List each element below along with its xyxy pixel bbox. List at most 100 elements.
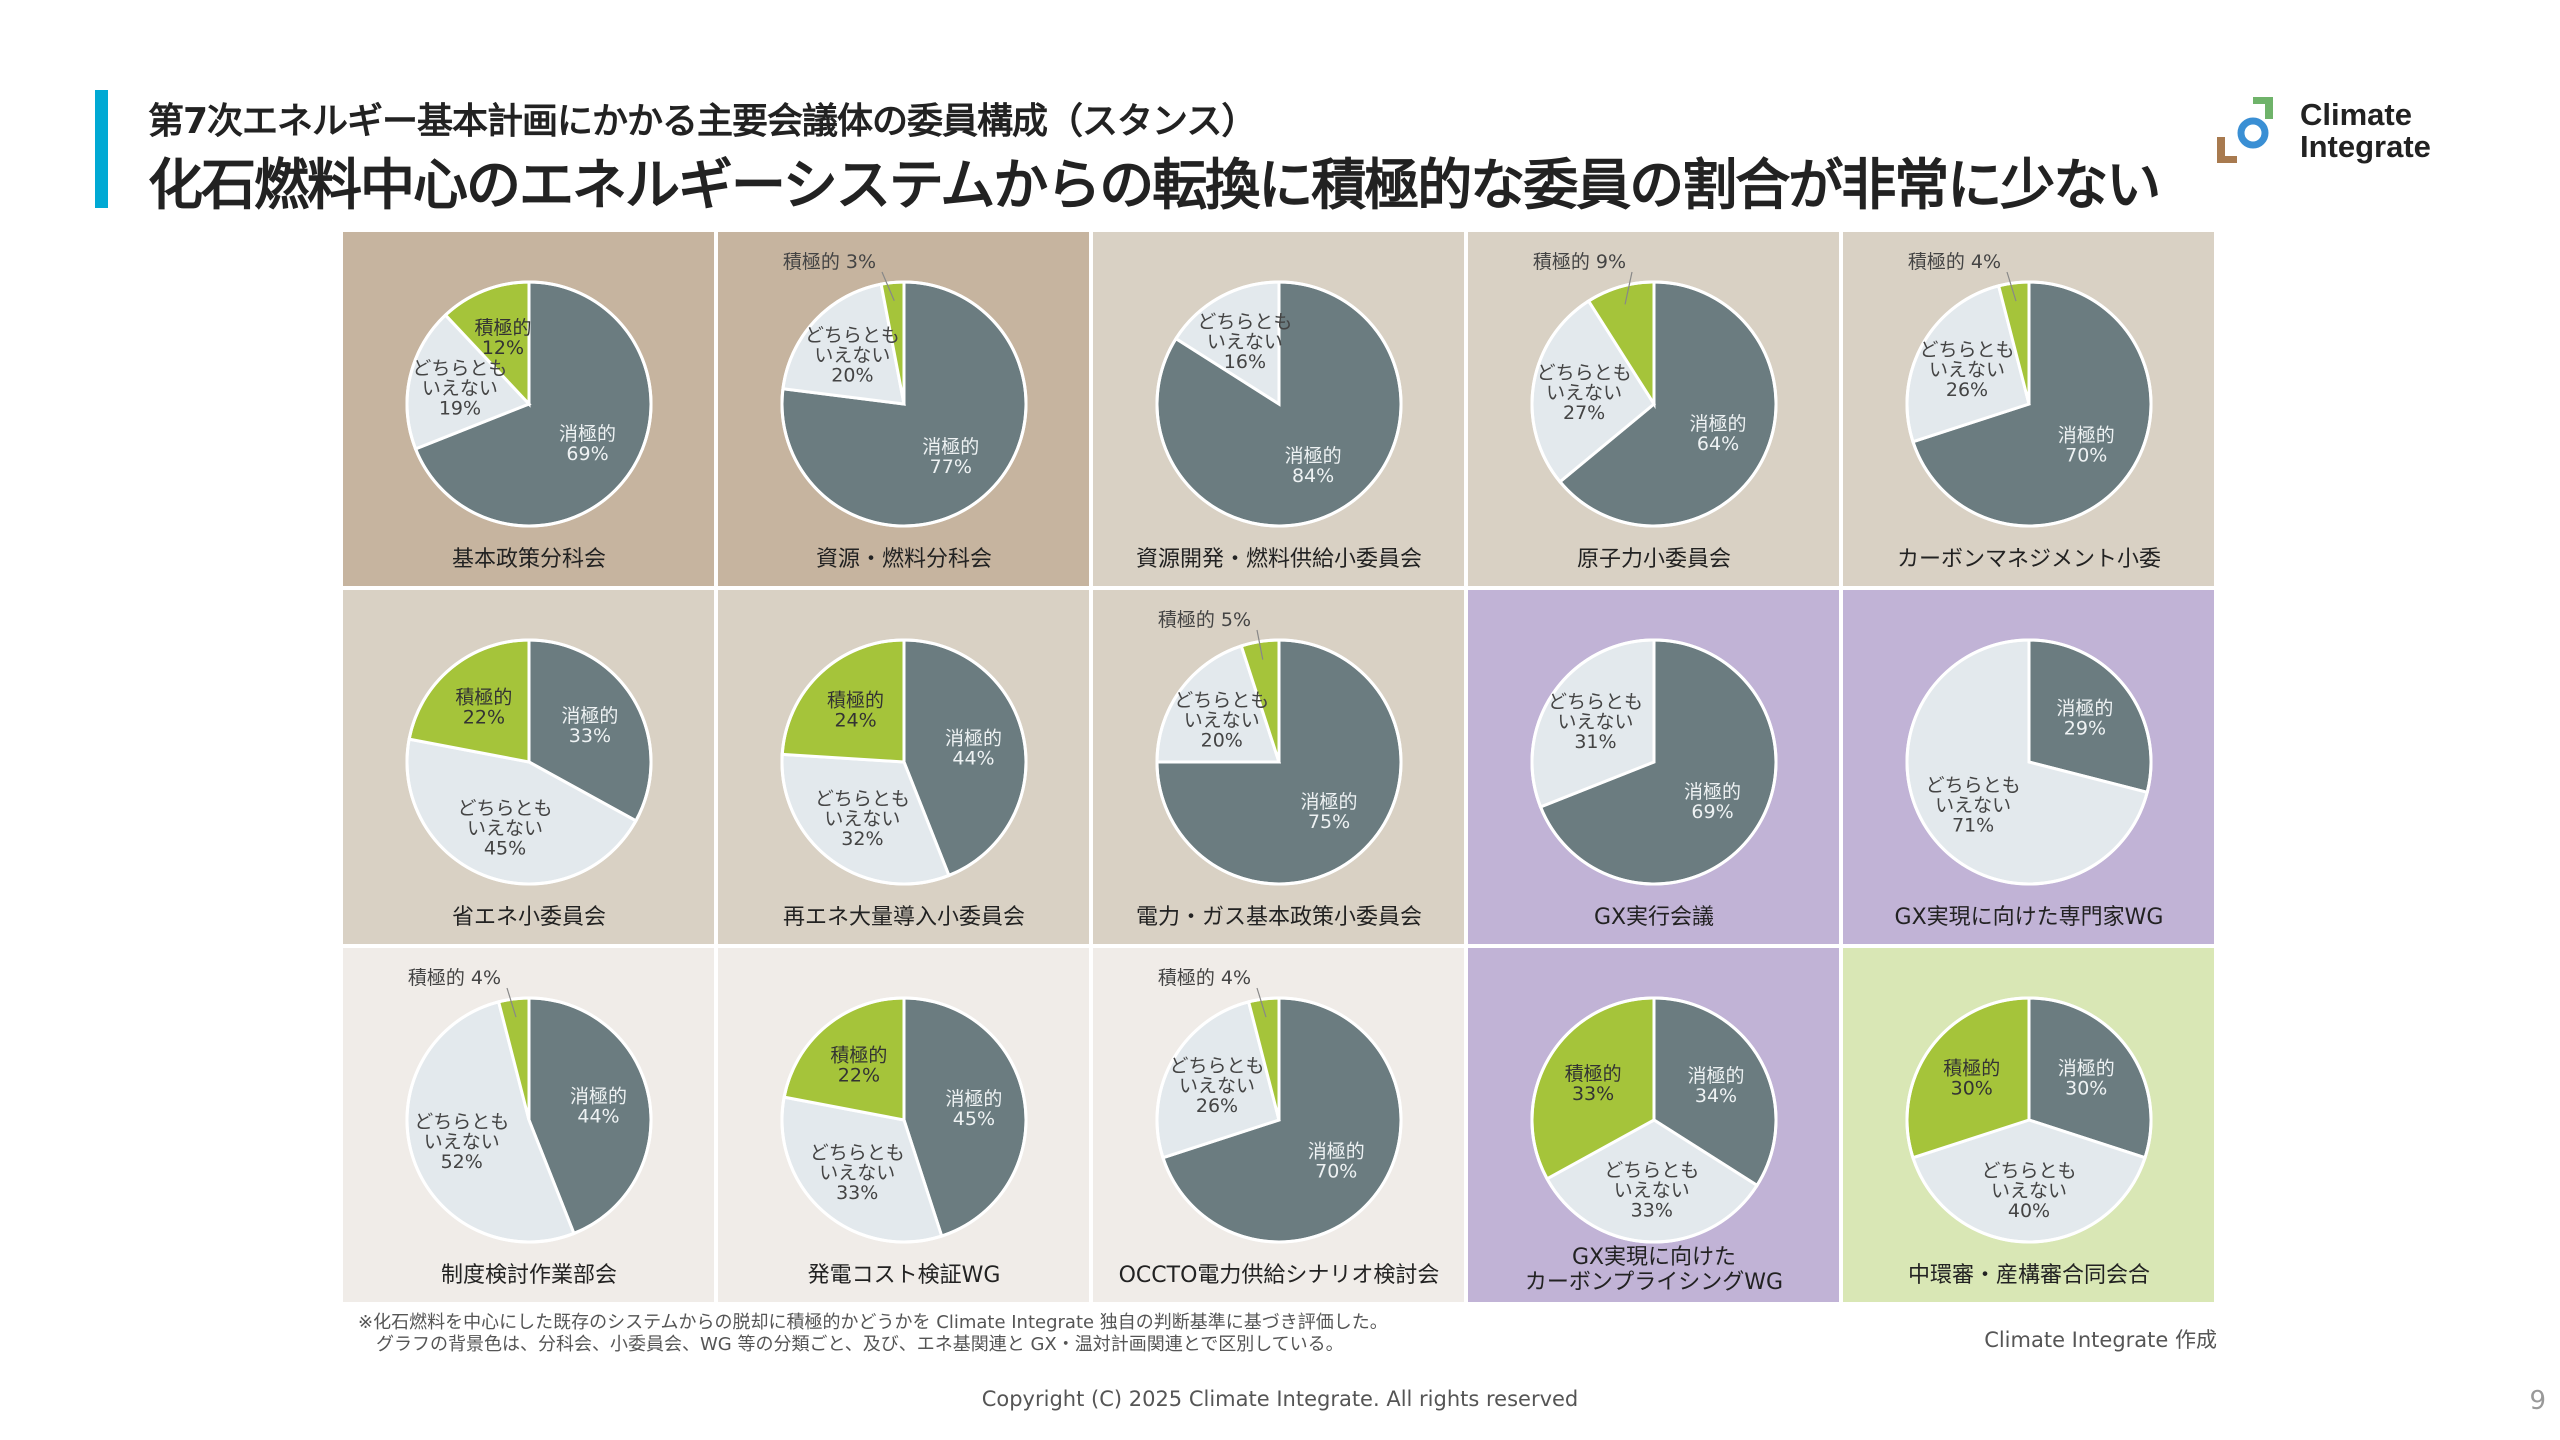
pie-chart: 消極的 33% どちらともいえない 45% 積極的 22% 省エネ小委員会: [405, 638, 653, 930]
slice-label-positive: 積極的 33%: [1565, 1063, 1622, 1105]
slice-label-negative: 消極的 44%: [570, 1086, 627, 1128]
chart-title: 資源開発・燃料供給小委員会: [1136, 547, 1422, 572]
pie-outline: [1530, 996, 1778, 1244]
slice-label-neutral: どちらともいえない 20%: [1174, 689, 1269, 751]
slice-label-neutral: どちらともいえない 26%: [1919, 339, 2014, 401]
slice-label-negative: 消極的 70%: [1308, 1141, 1365, 1183]
chart-panel: 消極的 70% どちらともいえない 26% 積極的 4% OCCTO電力供給シナリオ検討会: [1093, 948, 1464, 1302]
chart-panel: 消極的 44% どちらともいえない 52% 積極的 4% 制度検討作業部会: [343, 948, 714, 1302]
slice-label-neutral: どちらともいえない 33%: [1604, 1160, 1699, 1222]
page-subtitle: 第7次エネルギー基本計画にかかる主要会議体の委員構成（スタンス）: [148, 101, 1257, 142]
chart-title: 資源・燃料分科会: [816, 547, 992, 572]
pie-outline: [1155, 280, 1403, 528]
pie-outline: [780, 638, 1028, 886]
pie-chart: 消極的 64% どちらともいえない 27% 積極的 9% 原子力小委員会: [1530, 251, 1778, 572]
pie-chart: 消極的 69% どちらともいえない 31% GX実行会議: [1530, 638, 1778, 930]
chart-title: 制度検討作業部会: [441, 1263, 617, 1288]
leader-line: [881, 271, 895, 301]
slice-label-neutral: どちらともいえない 33%: [810, 1142, 905, 1204]
chart-title: 省エネ小委員会: [452, 905, 606, 930]
slice-label-neutral: どちらともいえない 40%: [1981, 1160, 2076, 1222]
chart-panel: 消極的 75% どちらともいえない 20% 積極的 5% 電力・ガス基本政策小委員会: [1093, 590, 1464, 944]
slice-label-positive: 積極的 22%: [455, 686, 512, 728]
pie-outline: [780, 280, 1028, 528]
chart-title: GX実行会議: [1594, 905, 1714, 930]
slice-label-negative: 消極的 30%: [2058, 1057, 2115, 1099]
slice-label-neutral: どちらともいえない 27%: [1537, 362, 1632, 424]
leader-line: [1256, 987, 1267, 1018]
slice-label-positive: 積極的 4%: [1158, 967, 1251, 989]
page-title: 化石燃料中心のエネルギーシステムからの転換に積極的な委員の割合が非常に少ない: [148, 153, 2161, 217]
title-accent-bar: [95, 90, 108, 208]
credit: Climate Integrate 作成: [1984, 1328, 2217, 1352]
slice-label-neutral: どちらともいえない 71%: [1926, 774, 2021, 836]
pie-chart-grid: 消極的 69% どちらともいえない 19% 積極的 12% 基本政策分科会 消極的 77% どちら…: [343, 232, 2218, 1306]
leader-line: [1624, 271, 1633, 305]
copyright: Copyright (C) 2025 Climate Integrate. Al…: [981, 1387, 1579, 1411]
pie-outline: [405, 280, 653, 528]
pie-outline: [1530, 280, 1778, 528]
pie-outline: [1530, 638, 1778, 886]
pie-outline: [405, 638, 653, 886]
chart-panel: 消極的 34% どちらともいえない 33% 積極的 33% GX実現に向けたカーボンプライシ…: [1468, 948, 1839, 1302]
pie-outline: [1155, 638, 1403, 886]
page-number: 9: [2529, 1386, 2546, 1416]
chart-title: 発電コスト検証WG: [808, 1263, 1001, 1288]
chart-title: カーボンマネジメント小委: [1897, 547, 2161, 572]
slice-label-neutral: どちらともいえない 32%: [815, 788, 910, 850]
slice-label-negative: 消極的 34%: [1687, 1065, 1744, 1107]
pie-outline: [405, 996, 653, 1244]
pie-chart: 消極的 44% どちらともいえない 32% 積極的 24% 再エネ大量導入小委員会: [780, 638, 1028, 930]
chart-title: 基本政策分科会: [452, 547, 606, 572]
pie-chart: 消極的 75% どちらともいえない 20% 積極的 5% 電力・ガス基本政策小委員会: [1136, 609, 1422, 930]
chart-panel: 消極的 69% どちらともいえない 31% GX実行会議: [1468, 590, 1839, 944]
slice-label-positive: 積極的 3%: [783, 251, 876, 273]
slice-label-positive: 積極的 5%: [1158, 609, 1251, 631]
slice-label-negative: 消極的 77%: [922, 436, 979, 478]
pie-outline: [1905, 638, 2153, 886]
leader-line: [506, 987, 517, 1018]
slice-label-negative: 消極的 84%: [1285, 445, 1342, 487]
chart-panel: 消極的 69% どちらともいえない 19% 積極的 12% 基本政策分科会: [343, 232, 714, 586]
chart-panel: 消極的 64% どちらともいえない 27% 積極的 9% 原子力小委員会: [1468, 232, 1839, 586]
slice-label-positive: 積極的 30%: [1943, 1057, 2000, 1099]
chart-title: GX実現に向けたカーボンプライシングWG: [1525, 1245, 1783, 1295]
slice-label-neutral: どちらともいえない 16%: [1197, 311, 1292, 373]
slice-label-negative: 消極的 69%: [1684, 781, 1741, 823]
slice-label-negative: 消極的 70%: [2058, 425, 2115, 467]
pie-chart: 消極的 70% どちらともいえない 26% 積極的 4% OCCTO電力供給シナリオ検討会: [1119, 967, 1440, 1288]
chart-title: 中環審・産構審合同会合: [1908, 1263, 2150, 1288]
pie-chart: 消極的 77% どちらともいえない 20% 積極的 3% 資源・燃料分科会: [780, 251, 1028, 572]
chart-panel: 消極的 45% どちらともいえない 33% 積極的 22% 発電コスト検証WG: [718, 948, 1089, 1302]
slice-label-positive: 積極的 12%: [474, 317, 531, 359]
chart-panel: 消極的 70% どちらともいえない 26% 積極的 4% カーボンマネジメント小委: [1843, 232, 2214, 586]
slice-label-positive: 積極的 4%: [1908, 251, 2001, 273]
slice-label-negative: 消極的 69%: [559, 423, 616, 465]
pie-outline: [1155, 996, 1403, 1244]
pie-chart: 消極的 69% どちらともいえない 19%積極的 12% 基本政策分科会: [405, 280, 653, 572]
slice-label-negative: 消極的 33%: [561, 705, 618, 747]
pie-chart: 消極的 70% どちらともいえない 26% 積極的 4% カーボンマネジメント小委: [1897, 251, 2161, 572]
chart-title: GX実現に向けた専門家WG: [1895, 905, 2164, 930]
slice-label-neutral: どちらともいえない 31%: [1548, 691, 1643, 753]
chart-panel: 消極的 84% どちらともいえない 16% 資源開発・燃料供給小委員会: [1093, 232, 1464, 586]
slice-label-positive: 積極的 24%: [827, 689, 884, 731]
slice-label-positive: 積極的 22%: [830, 1044, 887, 1086]
pie-outline: [1905, 280, 2153, 528]
slice-label-neutral: どちらともいえない 45%: [458, 798, 553, 860]
slice-label-positive: 積極的 9%: [1533, 251, 1626, 273]
chart-panel: 消極的 44% どちらともいえない 32% 積極的 24% 再エネ大量導入小委員会: [718, 590, 1089, 944]
pie-chart: 消極的 84% どちらともいえない 16% 資源開発・燃料供給小委員会: [1136, 280, 1422, 572]
pie-chart: 消極的 44% どちらともいえない 52% 積極的 4% 制度検討作業部会: [405, 967, 653, 1288]
slice-label-negative: 消極的 44%: [945, 728, 1002, 770]
pie-chart: 消極的 45% どちらともいえない 33% 積極的 22% 発電コスト検証WG: [780, 996, 1028, 1288]
slice-label-negative: 消極的 29%: [2056, 698, 2113, 740]
slice-label-negative: 消極的 45%: [945, 1088, 1002, 1130]
pie-chart: 消極的 30% どちらともいえない 40% 積極的 30% 中環審・産構審合同会合: [1905, 996, 2153, 1288]
slice-label-positive: 積極的 4%: [408, 967, 501, 989]
logo-mark-icon: [2217, 97, 2273, 163]
slice-label-negative: 消極的 64%: [1690, 413, 1747, 455]
chart-panel: 消極的 33% どちらともいえない 45% 積極的 22% 省エネ小委員会: [343, 590, 714, 944]
chart-title: OCCTO電力供給シナリオ検討会: [1119, 1263, 1440, 1288]
slice-label-neutral: どちらともいえない 20%: [805, 325, 900, 387]
